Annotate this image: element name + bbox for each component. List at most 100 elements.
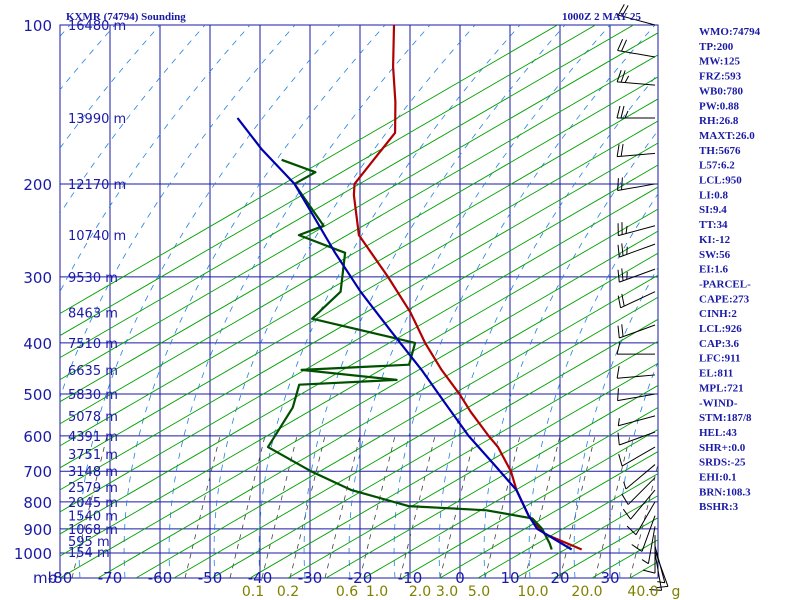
temperature-label: -60	[148, 569, 173, 587]
wind-barb-flag	[617, 325, 620, 339]
dry-adiabat	[60, 164, 658, 513]
dry-adiabat	[249, 340, 658, 578]
stability-index: EL:811	[699, 368, 733, 380]
wind-barb-flag	[617, 178, 619, 191]
stability-index: BSHR:3	[699, 501, 739, 513]
wind-barb	[616, 341, 655, 355]
mixing-ratio-label: 0.2	[277, 584, 299, 600]
wind-barb-flag	[621, 5, 629, 17]
moist-adiabat	[483, 130, 658, 578]
wind-barb-flag	[621, 324, 624, 337]
wind-barb	[618, 446, 656, 467]
wind-barb	[621, 477, 656, 505]
mixing-ratio-line	[439, 435, 476, 578]
wind-barb-staff	[625, 464, 656, 490]
dry-adiabat	[60, 25, 597, 337]
stability-index: LCL:950	[699, 175, 742, 187]
moist-adiabat	[348, 25, 611, 578]
mixing-ratio-label: 20.0	[571, 584, 602, 600]
wind-barb-staff	[617, 393, 656, 402]
moist-adiabat	[60, 25, 161, 149]
height-labels: 16480 m 13990 m 12170 m 10740 m 9530 m 8463 m…	[68, 19, 126, 561]
height-label: 9530 m	[68, 271, 118, 286]
temperature-label: 30	[600, 569, 619, 587]
wind-barbs	[616, 4, 669, 591]
stability-index: SHR+:0.0	[699, 442, 746, 454]
wind-barb-flag	[617, 295, 622, 308]
temperature-line	[352, 25, 583, 551]
wind-barb-staff	[647, 526, 656, 564]
wind-barb	[654, 545, 666, 584]
wind-barb-flag	[617, 432, 620, 446]
temperature-label: -20	[348, 569, 373, 587]
height-label: 13990 m	[68, 112, 126, 127]
mixing-ratio-label: 5.0	[468, 584, 490, 600]
stability-index: TP:200	[699, 41, 734, 53]
dry-adiabat	[60, 98, 658, 447]
wind-barb-flag	[620, 70, 626, 83]
dry-adiabat	[325, 384, 658, 578]
dry-adiabat	[782, 0, 800, 578]
mixing-ratio-line	[524, 435, 561, 578]
dry-adiabat	[401, 428, 658, 578]
wind-barb	[631, 515, 656, 552]
wind-barb-flag	[617, 269, 620, 283]
wind-barb-flag	[624, 110, 629, 119]
mixing-ratio-label: 10.0	[517, 584, 548, 600]
dry-adiabat	[60, 186, 658, 535]
stability-index: WMO:74794	[699, 26, 761, 38]
wind-barb	[616, 143, 656, 158]
wind-barb	[617, 38, 656, 58]
height-label: 3751 m	[68, 448, 118, 463]
pressure-label: 1000	[14, 545, 52, 563]
temperature-label: 10	[500, 569, 519, 587]
dry-adiabat	[60, 25, 559, 315]
wind-barb-staff	[635, 501, 656, 535]
height-label: 2579 m	[68, 481, 118, 496]
height-label: 10740 m	[68, 229, 126, 244]
mixing-ratio-line	[629, 462, 658, 578]
wind-barb	[617, 222, 656, 237]
dry-adiabat	[744, 0, 800, 578]
wind-barb	[617, 324, 656, 339]
moist-adiabats	[60, 25, 658, 578]
dry-adiabat	[135, 274, 658, 578]
pressure-label: 700	[23, 463, 52, 481]
wind-barb	[642, 535, 656, 574]
moist-adiabat	[78, 25, 341, 578]
wind-barb-staff	[620, 291, 656, 309]
wind-barb-staff	[617, 183, 656, 192]
temperature-label: -40	[248, 569, 273, 587]
stability-index: STM:187/8	[699, 412, 752, 424]
moist-adiabat	[60, 25, 296, 400]
wind-barb-flag	[616, 144, 620, 157]
wind-barb	[623, 464, 656, 490]
wind-barb	[622, 489, 656, 520]
wind-barb	[617, 291, 656, 309]
pressure-label: 800	[23, 494, 52, 512]
wind-barb-flag	[616, 105, 621, 119]
wind-barb-staff	[630, 489, 656, 520]
wind-barb	[617, 415, 656, 427]
mixing-ratio-label: 40.0	[627, 584, 658, 600]
mixing-ratio-line	[289, 435, 326, 578]
wind-barb-flag	[617, 418, 620, 426]
height-label: 2045 m	[68, 496, 118, 511]
height-label: 154 m	[68, 546, 110, 561]
stability-index: SI:9.4	[699, 204, 727, 216]
mixing-ratio-line	[184, 435, 221, 578]
wind-barb-flag	[621, 243, 624, 256]
dry-adiabat	[60, 142, 658, 491]
moist-adiabat	[393, 25, 656, 578]
mixing-ratio-line	[594, 435, 631, 578]
stability-index: -WIND-	[699, 397, 738, 409]
moist-adiabat	[123, 25, 386, 578]
dry-adiabat	[287, 362, 658, 578]
temperature-label: -30	[298, 569, 323, 587]
dry-adiabat	[60, 230, 658, 578]
wind-barb-staff	[619, 268, 656, 283]
pressure-label: 500	[23, 386, 52, 404]
wind-barb-flag	[621, 493, 629, 505]
